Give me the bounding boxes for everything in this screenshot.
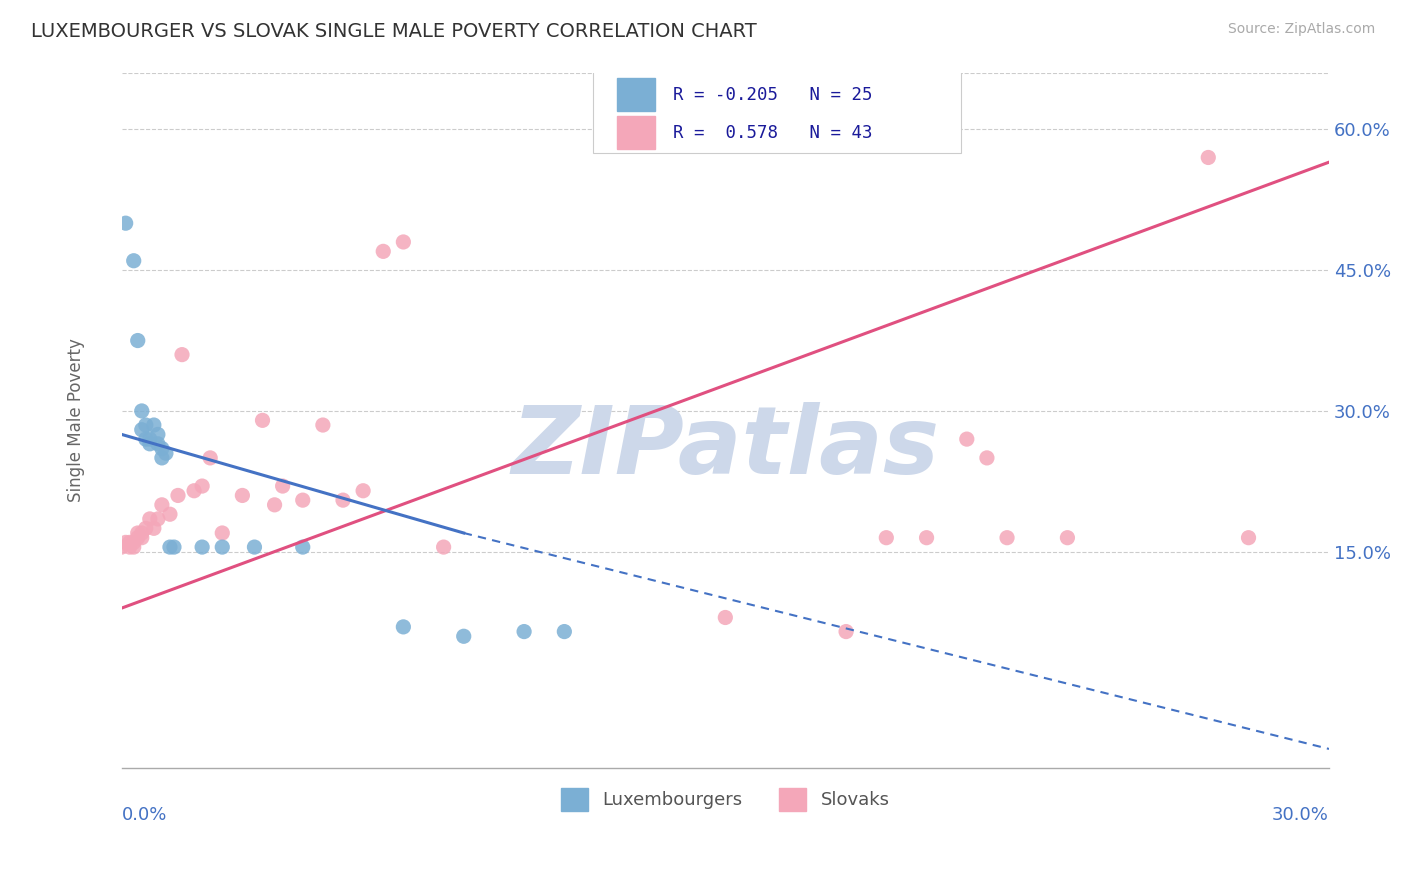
Point bbox=[392, 235, 415, 249]
Point bbox=[146, 427, 169, 442]
Point bbox=[1237, 531, 1260, 545]
Point bbox=[111, 540, 134, 554]
Point bbox=[146, 512, 169, 526]
Point bbox=[142, 521, 165, 535]
Point bbox=[835, 624, 858, 639]
Point bbox=[135, 521, 157, 535]
Point bbox=[211, 526, 233, 541]
Point bbox=[118, 535, 141, 549]
Point bbox=[198, 450, 221, 465]
Point bbox=[170, 348, 193, 362]
Text: R = -0.205   N = 25: R = -0.205 N = 25 bbox=[673, 86, 873, 103]
Bar bbox=[617, 78, 655, 112]
Point bbox=[513, 624, 536, 639]
Point bbox=[1056, 531, 1078, 545]
Point bbox=[352, 483, 374, 498]
Point bbox=[191, 540, 214, 554]
Point bbox=[135, 432, 157, 446]
FancyBboxPatch shape bbox=[592, 66, 960, 153]
Text: ZIPatlas: ZIPatlas bbox=[512, 402, 939, 494]
Point bbox=[114, 216, 136, 230]
Point bbox=[127, 531, 149, 545]
Point bbox=[131, 531, 153, 545]
Point bbox=[211, 540, 233, 554]
Point bbox=[167, 488, 190, 502]
Text: Single Male Poverty: Single Male Poverty bbox=[66, 338, 84, 502]
Point bbox=[956, 432, 979, 446]
Point bbox=[150, 450, 173, 465]
Point bbox=[127, 334, 149, 348]
Point bbox=[553, 624, 575, 639]
Point bbox=[114, 535, 136, 549]
Point bbox=[131, 404, 153, 418]
Point bbox=[291, 493, 314, 508]
Point bbox=[976, 450, 998, 465]
Point bbox=[433, 540, 456, 554]
Point bbox=[231, 488, 253, 502]
Point bbox=[191, 479, 214, 493]
Point bbox=[131, 423, 153, 437]
Point bbox=[714, 610, 737, 624]
Point bbox=[243, 540, 266, 554]
Point bbox=[373, 244, 395, 259]
Point bbox=[332, 493, 354, 508]
Text: R =  0.578   N = 43: R = 0.578 N = 43 bbox=[673, 124, 873, 142]
Point bbox=[146, 437, 169, 451]
Point bbox=[150, 442, 173, 456]
Point bbox=[263, 498, 285, 512]
Point bbox=[131, 526, 153, 541]
Point bbox=[875, 531, 897, 545]
Point bbox=[291, 540, 314, 554]
Point bbox=[122, 535, 145, 549]
Point bbox=[159, 540, 181, 554]
Point bbox=[995, 531, 1018, 545]
Legend: Luxembourgers, Slovaks: Luxembourgers, Slovaks bbox=[554, 781, 897, 818]
Point bbox=[127, 526, 149, 541]
Point bbox=[139, 432, 162, 446]
Point bbox=[122, 540, 145, 554]
Point bbox=[139, 437, 162, 451]
Point bbox=[155, 446, 177, 460]
Point bbox=[142, 417, 165, 432]
Point bbox=[312, 417, 335, 432]
Point bbox=[150, 498, 173, 512]
Point bbox=[159, 507, 181, 521]
Point bbox=[183, 483, 205, 498]
Text: LUXEMBOURGER VS SLOVAK SINGLE MALE POVERTY CORRELATION CHART: LUXEMBOURGER VS SLOVAK SINGLE MALE POVER… bbox=[31, 22, 756, 41]
Point bbox=[271, 479, 294, 493]
Point bbox=[139, 512, 162, 526]
Text: 0.0%: 0.0% bbox=[122, 805, 167, 824]
Point bbox=[453, 629, 475, 643]
Point bbox=[392, 620, 415, 634]
Text: Source: ZipAtlas.com: Source: ZipAtlas.com bbox=[1227, 22, 1375, 37]
Point bbox=[1197, 151, 1219, 165]
Point bbox=[135, 417, 157, 432]
Bar bbox=[617, 116, 655, 149]
Point bbox=[252, 413, 274, 427]
Point bbox=[118, 540, 141, 554]
Point bbox=[122, 253, 145, 268]
Point bbox=[915, 531, 938, 545]
Point bbox=[163, 540, 186, 554]
Text: 30.0%: 30.0% bbox=[1272, 805, 1329, 824]
